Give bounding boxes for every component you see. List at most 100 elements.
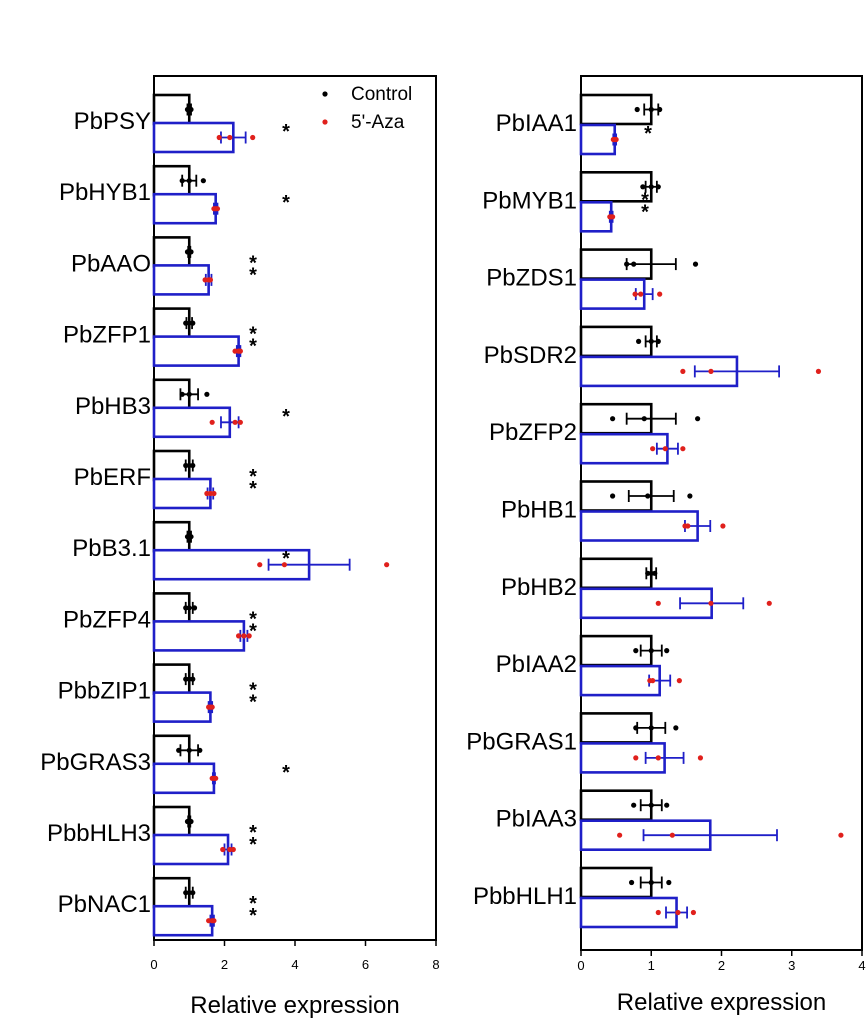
- point-5aza: [675, 909, 681, 916]
- bar-5aza: [579, 510, 699, 542]
- point-5aza: [241, 633, 247, 639]
- point-control: [176, 747, 182, 753]
- gene-label: PbbZIP1: [58, 678, 151, 705]
- significance-mark: *: [249, 692, 257, 714]
- point-5aza: [246, 633, 252, 639]
- x-tick-label: 2: [221, 957, 228, 972]
- bar-5aza: [579, 896, 678, 929]
- gene-label: PbSDR2: [484, 342, 577, 369]
- significance-mark: *: [249, 264, 257, 286]
- gene-label: PbNAC1: [58, 891, 151, 918]
- point-control: [648, 879, 654, 886]
- point-5aza: [237, 419, 243, 425]
- point-control: [188, 818, 194, 825]
- point-control: [200, 178, 206, 184]
- significance-mark: *: [249, 252, 257, 274]
- bar-control: [579, 634, 653, 667]
- point-control: [188, 106, 194, 113]
- point-5aza: [211, 490, 217, 497]
- point-control: [191, 605, 198, 611]
- point-5aza: [211, 918, 217, 924]
- point-5aza: [655, 600, 661, 606]
- bar-control: [152, 805, 191, 838]
- point-control: [628, 879, 635, 886]
- gene-label: PbAAO: [71, 250, 151, 277]
- bar-5aza: [579, 664, 661, 697]
- x-tick-label: 0: [150, 957, 157, 972]
- point-control: [610, 493, 616, 499]
- point-control: [631, 802, 637, 808]
- point-5aza: [680, 446, 686, 452]
- x-tick-label: 0: [577, 958, 584, 973]
- point-5aza: [655, 755, 661, 761]
- point-5aza: [638, 291, 644, 297]
- significance-mark: *: [249, 466, 257, 488]
- significance-mark: *: [249, 893, 257, 915]
- point-control: [190, 462, 196, 469]
- bar-5aza: [152, 406, 232, 439]
- bar-5aza: [152, 477, 212, 510]
- x-tick-label: 8: [432, 957, 439, 972]
- gene-label: PbMYB1: [482, 187, 577, 214]
- gene-label: PbIAA3: [496, 806, 577, 833]
- point-5aza: [237, 348, 243, 354]
- legend-label: Control: [351, 84, 412, 105]
- point-control: [624, 261, 630, 267]
- point-5aza: [632, 291, 638, 297]
- point-control: [179, 391, 185, 397]
- bar-control: [579, 557, 653, 590]
- gene-label: PbZFP1: [63, 322, 151, 349]
- point-5aza: [697, 755, 704, 761]
- gene-label: PbHB1: [501, 497, 577, 524]
- bar-5aza: [579, 432, 669, 465]
- bar-5aza: [152, 192, 217, 225]
- point-5aza: [676, 678, 682, 684]
- x-tick-label: 1: [648, 958, 655, 973]
- point-control: [645, 493, 651, 499]
- significance-mark: *: [249, 478, 257, 500]
- point-control: [664, 802, 670, 808]
- bar-5aza: [152, 833, 230, 866]
- bar-control: [152, 236, 191, 268]
- bar-5aza: [579, 123, 617, 156]
- point-control: [652, 570, 658, 576]
- significance-mark: *: [641, 201, 649, 223]
- significance-mark: *: [249, 680, 257, 702]
- bar-control: [579, 866, 653, 899]
- significance-mark: *: [249, 336, 257, 358]
- significance-mark: *: [249, 834, 257, 856]
- point-5aza: [650, 446, 656, 452]
- point-control: [179, 178, 185, 184]
- gene-label: PbHB2: [501, 574, 577, 601]
- gene-label: PbHB3: [75, 393, 151, 420]
- gene-label: PbIAA1: [496, 110, 577, 137]
- gene-label: PbZFP2: [489, 419, 577, 446]
- gene-label: PbB3.1: [72, 535, 151, 562]
- point-control: [190, 676, 196, 682]
- significance-mark: *: [282, 406, 290, 428]
- point-control: [657, 106, 663, 113]
- point-control: [633, 648, 639, 654]
- point-control: [664, 648, 670, 654]
- point-5aza: [685, 523, 691, 529]
- point-5aza: [690, 909, 697, 916]
- point-control: [641, 416, 647, 422]
- bar-control: [152, 93, 191, 126]
- bar-5aza: [152, 762, 216, 795]
- point-control: [692, 261, 699, 267]
- point-control: [190, 890, 196, 896]
- point-5aza: [766, 600, 772, 606]
- panel-1: 0 2 4 6 8 Relative expression PbPSY * PbHYB1 * PbA…: [40, 75, 440, 1019]
- point-5aza: [610, 214, 616, 220]
- point-control: [687, 493, 693, 499]
- point-5aza: [669, 832, 675, 838]
- significance-mark: *: [249, 905, 257, 927]
- gene-label: PbPSY: [74, 108, 151, 135]
- point-5aza: [633, 755, 639, 761]
- bar-control: [152, 520, 191, 553]
- point-control: [631, 261, 637, 267]
- point-control: [204, 391, 210, 397]
- bar-5aza: [152, 691, 212, 723]
- significance-mark: *: [249, 822, 257, 844]
